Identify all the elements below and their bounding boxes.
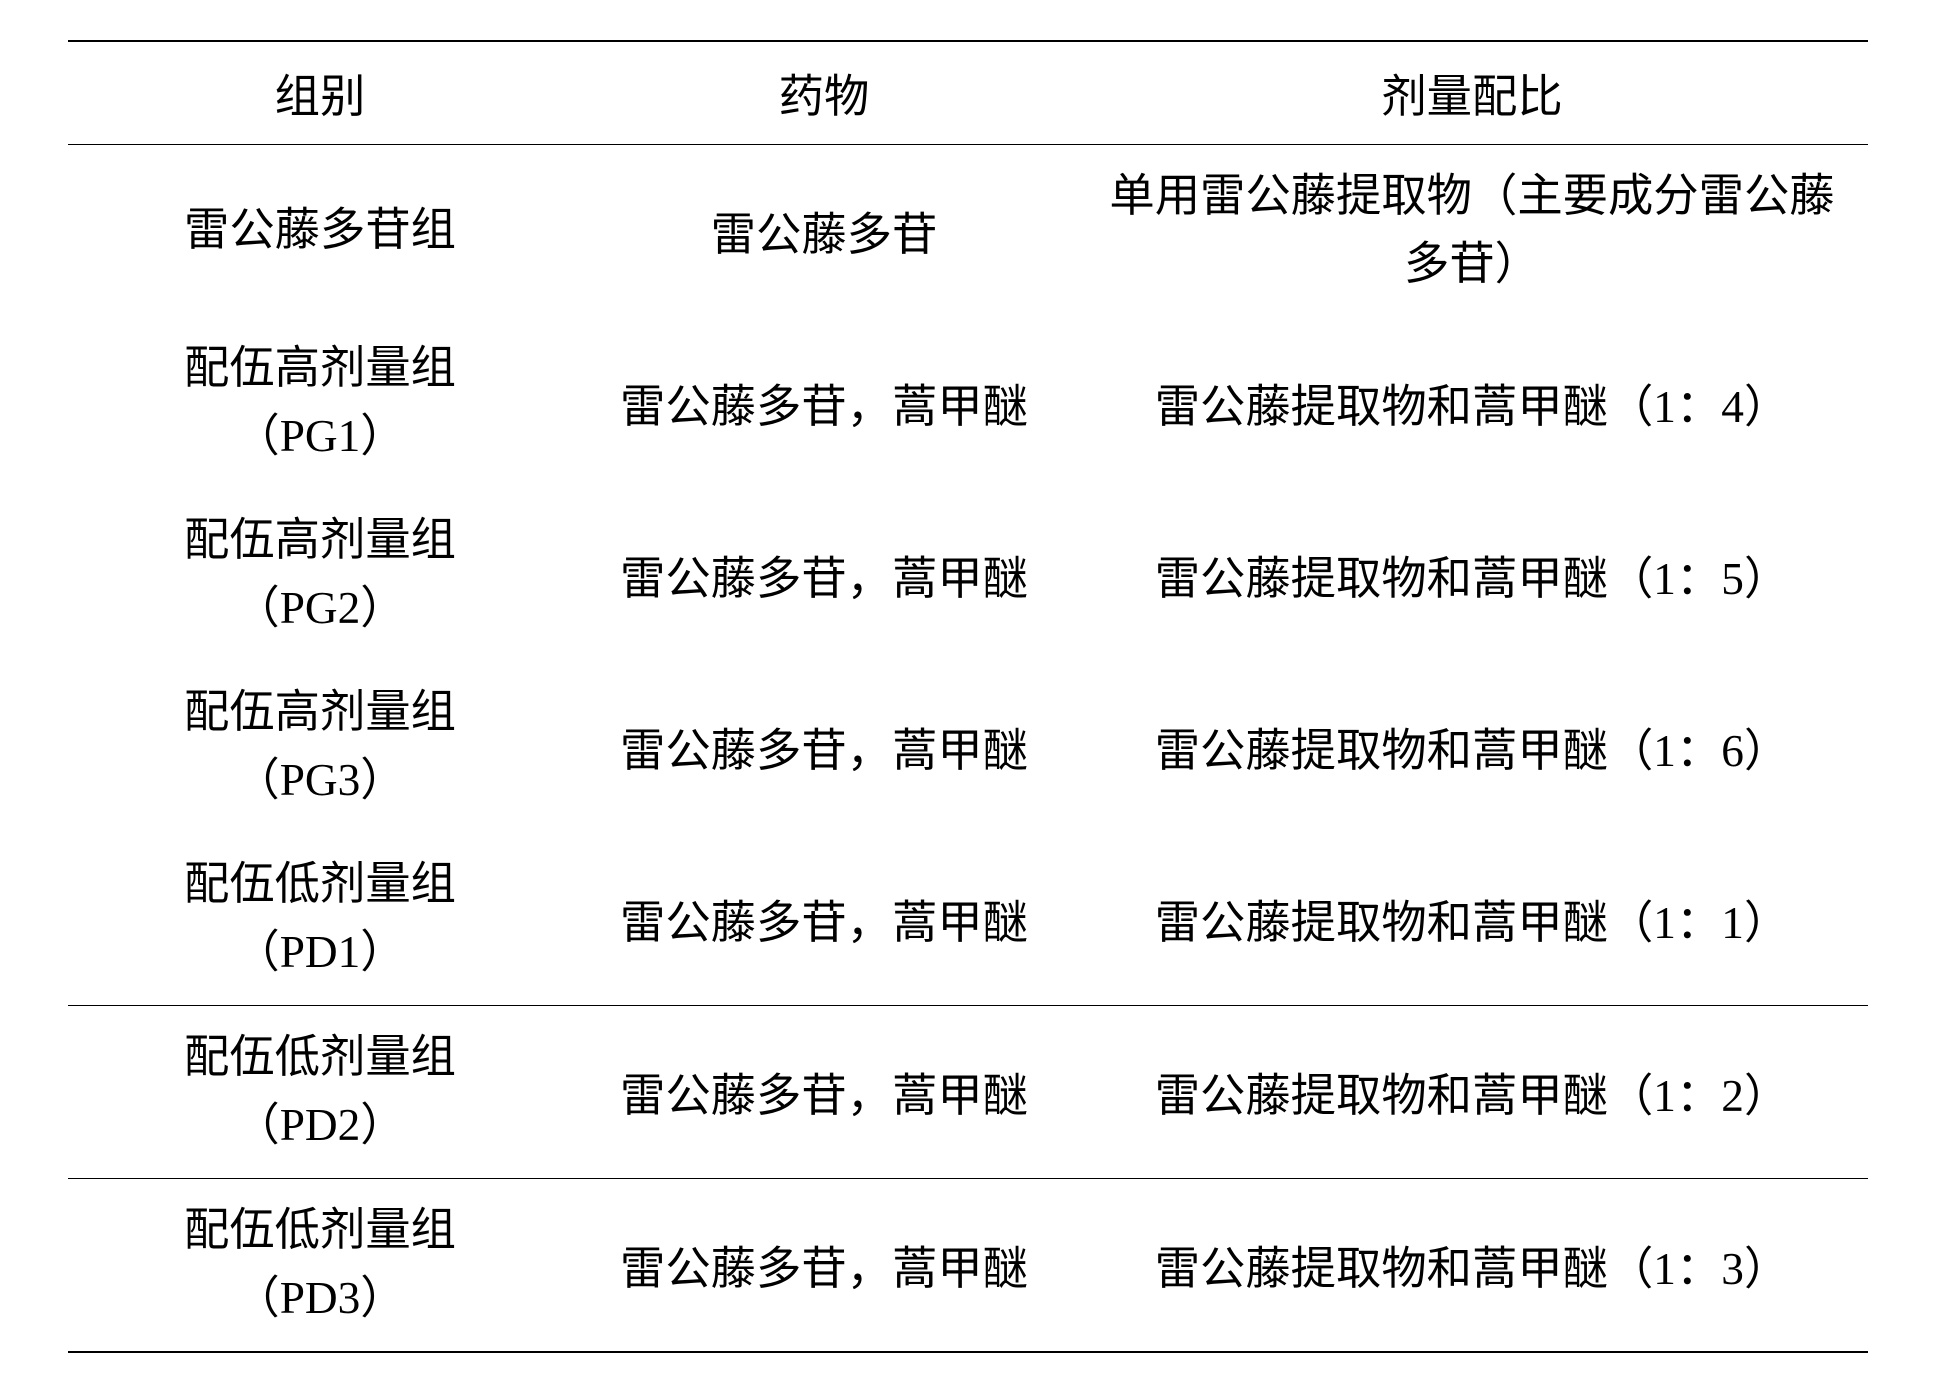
group-line1: 配伍低剂量组 bbox=[184, 1032, 456, 1082]
ratio-line1: 单用雷公藤提取物（主要成分雷公藤 bbox=[1109, 171, 1834, 221]
cell-group: 配伍高剂量组 （PG3） bbox=[68, 661, 572, 833]
ratio-line2: 多苷） bbox=[1404, 239, 1540, 289]
group-line1: 配伍高剂量组 bbox=[184, 687, 456, 737]
cell-drug: 雷公藤多苷 bbox=[572, 145, 1076, 317]
table-container: 组别 药物 剂量配比 雷公藤多苷组 雷公藤多苷 单用雷公藤提取物（主要成分雷公藤… bbox=[68, 40, 1868, 1353]
group-line1: 配伍低剂量组 bbox=[184, 1205, 456, 1255]
cell-ratio: 雷公藤提取物和蒿甲醚（1：1） bbox=[1076, 833, 1868, 1005]
table-body: 雷公藤多苷组 雷公藤多苷 单用雷公藤提取物（主要成分雷公藤 多苷） 配伍高剂量组… bbox=[68, 145, 1868, 1352]
cell-ratio: 雷公藤提取物和蒿甲醚（1：4） bbox=[1076, 317, 1868, 489]
cell-group: 配伍高剂量组 （PG2） bbox=[68, 489, 572, 661]
cell-group: 配伍低剂量组 （PD1） bbox=[68, 833, 572, 1005]
group-line2: （PG3） bbox=[234, 755, 405, 805]
table-row: 雷公藤多苷组 雷公藤多苷 单用雷公藤提取物（主要成分雷公藤 多苷） bbox=[68, 145, 1868, 317]
table-row: 配伍低剂量组 （PD2） 雷公藤多苷，蒿甲醚 雷公藤提取物和蒿甲醚（1：2） bbox=[68, 1005, 1868, 1178]
cell-drug: 雷公藤多苷，蒿甲醚 bbox=[572, 661, 1076, 833]
table-row: 配伍高剂量组 （PG3） 雷公藤多苷，蒿甲醚 雷公藤提取物和蒿甲醚（1：6） bbox=[68, 661, 1868, 833]
cell-group: 配伍低剂量组 （PD3） bbox=[68, 1178, 572, 1351]
cell-group: 配伍低剂量组 （PD2） bbox=[68, 1005, 572, 1178]
group-line1: 配伍高剂量组 bbox=[184, 343, 456, 393]
cell-drug: 雷公藤多苷，蒿甲醚 bbox=[572, 1005, 1076, 1178]
table-header-row: 组别 药物 剂量配比 bbox=[68, 41, 1868, 145]
table-row: 配伍低剂量组 （PD1） 雷公藤多苷，蒿甲醚 雷公藤提取物和蒿甲醚（1：1） bbox=[68, 833, 1868, 1005]
group-line2: （PD3） bbox=[234, 1273, 405, 1323]
table-row: 配伍低剂量组 （PD3） 雷公藤多苷，蒿甲醚 雷公藤提取物和蒿甲醚（1：3） bbox=[68, 1178, 1868, 1351]
cell-group: 配伍高剂量组 （PG1） bbox=[68, 317, 572, 489]
cell-drug: 雷公藤多苷，蒿甲醚 bbox=[572, 317, 1076, 489]
cell-ratio: 雷公藤提取物和蒿甲醚（1：5） bbox=[1076, 489, 1868, 661]
group-line2: （PG2） bbox=[234, 583, 405, 633]
data-table: 组别 药物 剂量配比 雷公藤多苷组 雷公藤多苷 单用雷公藤提取物（主要成分雷公藤… bbox=[68, 40, 1868, 1353]
table-row: 配伍高剂量组 （PG1） 雷公藤多苷，蒿甲醚 雷公藤提取物和蒿甲醚（1：4） bbox=[68, 317, 1868, 489]
cell-ratio: 雷公藤提取物和蒿甲醚（1：6） bbox=[1076, 661, 1868, 833]
cell-drug: 雷公藤多苷，蒿甲醚 bbox=[572, 1178, 1076, 1351]
cell-drug: 雷公藤多苷，蒿甲醚 bbox=[572, 833, 1076, 1005]
cell-group: 雷公藤多苷组 bbox=[68, 145, 572, 317]
group-line2: （PG1） bbox=[234, 411, 405, 461]
cell-ratio: 雷公藤提取物和蒿甲醚（1：3） bbox=[1076, 1178, 1868, 1351]
cell-ratio: 雷公藤提取物和蒿甲醚（1：2） bbox=[1076, 1005, 1868, 1178]
group-line2: （PD1） bbox=[234, 927, 405, 977]
col-header-ratio: 剂量配比 bbox=[1076, 41, 1868, 145]
col-header-drug: 药物 bbox=[572, 41, 1076, 145]
cell-ratio: 单用雷公藤提取物（主要成分雷公藤 多苷） bbox=[1076, 145, 1868, 317]
group-line1: 配伍高剂量组 bbox=[184, 515, 456, 565]
group-line1: 雷公藤多苷组 bbox=[184, 205, 456, 255]
group-line2: （PD2） bbox=[234, 1100, 405, 1150]
table-row: 配伍高剂量组 （PG2） 雷公藤多苷，蒿甲醚 雷公藤提取物和蒿甲醚（1：5） bbox=[68, 489, 1868, 661]
col-header-group: 组别 bbox=[68, 41, 572, 145]
cell-drug: 雷公藤多苷，蒿甲醚 bbox=[572, 489, 1076, 661]
group-line1: 配伍低剂量组 bbox=[184, 859, 456, 909]
